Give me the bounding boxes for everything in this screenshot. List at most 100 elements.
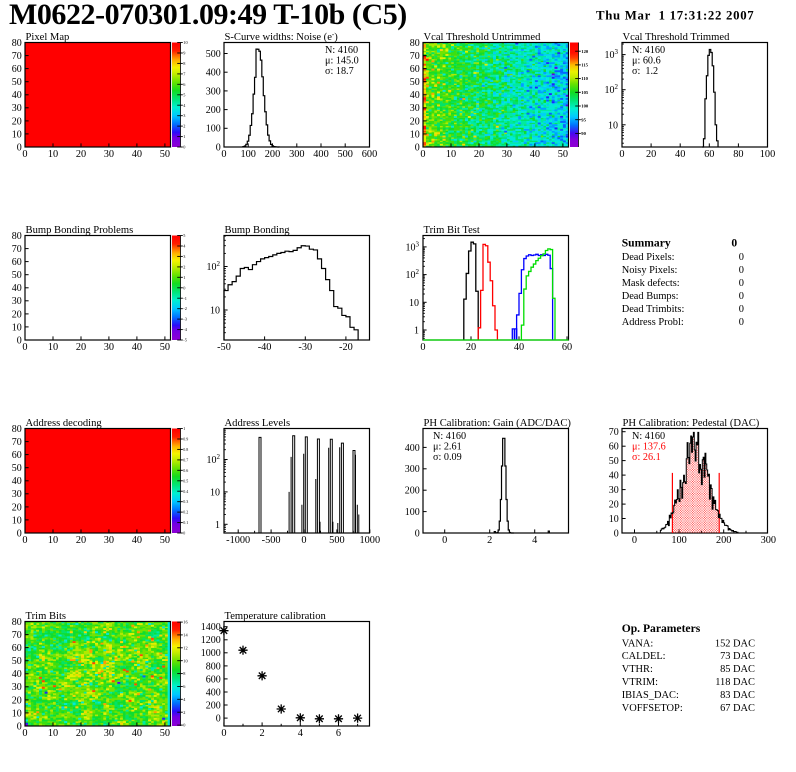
svg-text:10: 10 [48,149,58,160]
svg-text:100: 100 [206,124,221,135]
svg-text:2: 2 [183,710,185,715]
svg-text:0: 0 [17,335,22,346]
svg-text:PH Calibration: Pedestal (DAC): PH Calibration: Pedestal (DAC) [623,418,760,429]
svg-text:4: 4 [183,103,186,108]
svg-text:102: 102 [605,83,619,96]
svg-text:Op. Parameters: Op. Parameters [622,622,701,635]
svg-text:80: 80 [12,424,22,435]
svg-text:Address Probl:: Address Probl: [622,317,684,328]
svg-text:Vcal Threshold Untrimmed: Vcal Threshold Untrimmed [424,32,542,43]
svg-text:-50: -50 [217,342,231,353]
svg-text:16: 16 [183,620,188,625]
svg-text:10: 10 [12,322,22,333]
svg-text:12: 12 [183,645,187,650]
svg-text:500: 500 [329,535,344,546]
svg-text:3: 3 [183,113,185,118]
svg-text:102: 102 [406,268,420,281]
svg-text:0: 0 [731,237,737,250]
svg-text:30: 30 [104,535,114,546]
svg-text:80: 80 [733,149,743,160]
svg-text:4: 4 [183,697,186,702]
svg-text:20: 20 [76,535,86,546]
svg-text:0: 0 [739,252,744,263]
svg-text:-1000: -1000 [226,535,250,546]
svg-text:0: 0 [420,149,425,160]
svg-text:1200: 1200 [201,635,221,646]
svg-text:50: 50 [558,149,568,160]
svg-text:1000: 1000 [201,648,221,659]
svg-text:5: 5 [183,233,185,238]
svg-text:50: 50 [160,342,170,353]
svg-text:VTHR:: VTHR: [622,664,653,675]
svg-text:60: 60 [12,257,22,268]
svg-text:500: 500 [337,149,352,160]
svg-text:20: 20 [474,149,484,160]
svg-text:100: 100 [581,104,589,109]
svg-text:0: 0 [619,149,624,160]
svg-text:30: 30 [104,728,114,739]
svg-text:6: 6 [183,82,186,87]
svg-text:200: 200 [206,105,221,116]
svg-text:50: 50 [160,149,170,160]
svg-text:4: 4 [298,728,303,739]
svg-text:0: 0 [22,342,27,353]
svg-text:118 DAC: 118 DAC [715,677,755,688]
svg-text:0.8: 0.8 [183,447,188,452]
svg-text:40: 40 [132,728,142,739]
svg-text:60: 60 [12,643,22,654]
svg-text:100: 100 [671,535,686,546]
svg-text:10: 10 [48,342,58,353]
svg-text:30: 30 [502,149,512,160]
svg-text:5: 5 [183,92,185,97]
svg-text:20: 20 [12,695,22,706]
svg-text:0: 0 [632,535,637,546]
svg-text:500: 500 [206,49,221,60]
svg-text:Dead Trimbits:: Dead Trimbits: [622,304,685,315]
svg-text:8: 8 [183,61,185,66]
svg-text:-500: -500 [262,535,281,546]
svg-text:10: 10 [446,149,456,160]
svg-text:400: 400 [206,687,221,698]
svg-text:60: 60 [609,442,619,453]
svg-text:1: 1 [183,134,185,139]
svg-text:103: 103 [605,48,619,61]
svg-text:Dead Bumps:: Dead Bumps: [622,291,679,302]
svg-text:0.5: 0.5 [183,478,188,483]
svg-text:Trim Bits: Trim Bits [26,611,67,622]
svg-text:30: 30 [410,103,420,114]
svg-text:Summary: Summary [622,237,671,250]
svg-text:102: 102 [207,260,221,273]
svg-text:0.4: 0.4 [183,489,188,494]
svg-text:S-Curve widths: Noise (e-): S-Curve widths: Noise (e-) [225,30,339,43]
svg-text:0: 0 [301,535,306,546]
svg-text:0: 0 [739,304,744,315]
svg-text:0: 0 [739,265,744,276]
svg-text:400: 400 [405,443,420,454]
svg-text:300: 300 [405,464,420,475]
svg-text:0: 0 [17,142,22,153]
svg-text:0: 0 [216,142,221,153]
svg-text:80: 80 [12,617,22,628]
svg-text:80: 80 [410,38,420,49]
svg-text:20: 20 [76,342,86,353]
svg-text:σ: 26.1: σ: 26.1 [632,452,661,463]
svg-text:60: 60 [12,450,22,461]
svg-text:20: 20 [12,502,22,513]
svg-text:70: 70 [12,51,22,62]
svg-text:VANA:: VANA: [622,638,654,649]
svg-text:90: 90 [581,131,586,136]
svg-text:0: 0 [22,728,27,739]
svg-text:40: 40 [132,535,142,546]
svg-text:40: 40 [675,149,685,160]
svg-text:2: 2 [260,728,265,739]
svg-text:0.3: 0.3 [183,499,188,504]
svg-text:105: 105 [581,90,589,95]
svg-text:10: 10 [48,535,58,546]
svg-text:40: 40 [132,149,142,160]
svg-text:30: 30 [12,682,22,693]
svg-text:20: 20 [12,116,22,127]
svg-text:200: 200 [716,535,731,546]
svg-text:40: 40 [12,283,22,294]
svg-text:300: 300 [289,149,304,160]
svg-text:0.1: 0.1 [183,520,188,525]
